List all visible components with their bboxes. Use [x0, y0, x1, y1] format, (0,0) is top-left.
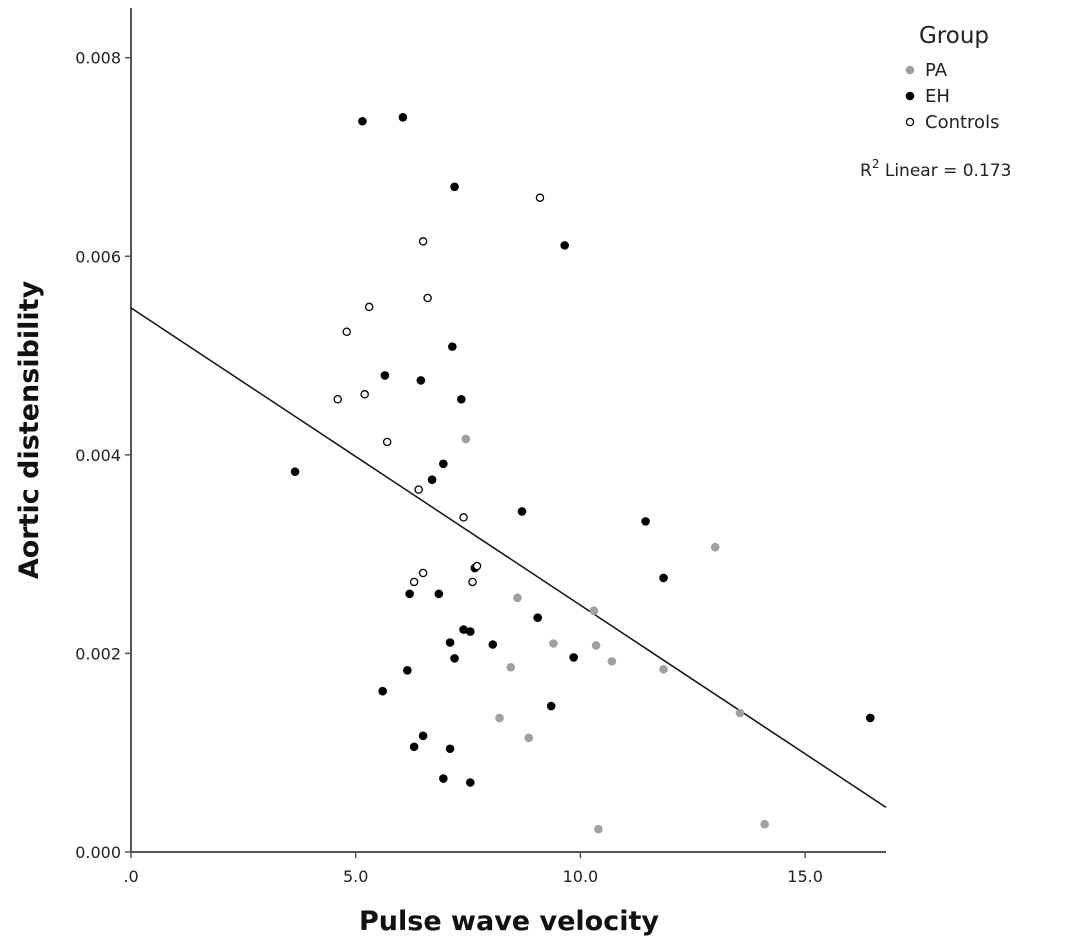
controls-point	[459, 513, 468, 522]
r-squared-superscript: 2	[872, 157, 880, 171]
eh-point	[459, 625, 468, 634]
eh-point	[448, 342, 457, 351]
eh-point	[450, 182, 459, 192]
r-squared-annotation: R2 Linear = 0.173	[860, 157, 1011, 181]
y-axis-ticks: 0.000 0.002 0.004 0.006 0.008	[75, 49, 131, 862]
controls-point	[333, 395, 342, 404]
eh-point	[418, 731, 428, 741]
pa-point	[589, 606, 599, 616]
x-axis-title: Pulse wave velocity	[359, 906, 659, 937]
legend-marker-eh	[905, 91, 915, 101]
eh-point	[560, 241, 569, 250]
x-tick-label: .0	[123, 867, 138, 886]
pa-point	[735, 708, 745, 718]
legend-title: Group	[919, 23, 989, 49]
pa-point	[594, 824, 603, 834]
eh-point	[445, 638, 455, 647]
controls-point	[364, 302, 374, 312]
controls-point	[535, 193, 545, 202]
y-tick-label: 0.002	[75, 644, 121, 663]
y-axis-title: Aortic distensibility	[14, 280, 45, 579]
controls-point	[418, 237, 428, 246]
pa-point	[659, 665, 668, 674]
eh-point	[546, 701, 556, 711]
eh-point	[466, 778, 475, 787]
controls-point	[472, 561, 482, 571]
eh-point	[517, 507, 527, 516]
eh-point	[641, 517, 650, 526]
data-points	[290, 112, 875, 834]
pa-point	[524, 733, 534, 743]
r-squared-base: R	[860, 161, 872, 181]
controls-point	[409, 577, 419, 587]
r-squared-value: Linear = 0.173	[879, 161, 1011, 181]
fit-line-layer	[130, 307, 887, 808]
y-tick-label: 0.000	[75, 843, 121, 862]
legend-label-eh: EH	[925, 86, 950, 107]
pa-point	[710, 542, 720, 552]
pa-point	[760, 819, 769, 829]
pa-point	[591, 641, 601, 650]
pa-point	[461, 434, 471, 444]
eh-point	[439, 459, 448, 469]
eh-point	[439, 774, 448, 783]
pa-point	[495, 713, 504, 723]
x-tick-label: 5.0	[343, 867, 368, 886]
eh-point	[488, 640, 498, 649]
eh-point	[466, 627, 475, 636]
controls-point	[468, 577, 477, 587]
eh-point	[409, 742, 419, 752]
pa-point	[607, 657, 617, 666]
eh-point	[569, 653, 578, 662]
controls-point	[418, 568, 428, 578]
eh-point	[290, 467, 300, 477]
x-tick-label: 15.0	[787, 867, 823, 886]
eh-point	[427, 475, 437, 484]
eh-point	[403, 666, 412, 675]
x-axis-ticks: .0 5.0 10.0 15.0	[123, 852, 823, 886]
controls-point	[360, 390, 369, 399]
pa-point	[506, 663, 516, 672]
eh-point	[378, 686, 387, 696]
controls-point	[382, 437, 392, 447]
legend-label-pa: PA	[925, 60, 948, 81]
eh-point	[659, 573, 668, 583]
eh-point	[865, 713, 875, 723]
linear-fit-line	[130, 307, 887, 808]
eh-point	[358, 116, 367, 126]
legend-marker-pa	[905, 65, 915, 75]
eh-point	[457, 394, 466, 404]
eh-point	[416, 376, 426, 385]
eh-point	[450, 654, 459, 663]
y-tick-label: 0.004	[75, 446, 121, 465]
eh-point	[398, 112, 408, 122]
y-tick-label: 0.008	[75, 49, 121, 68]
controls-point	[414, 485, 423, 494]
legend: Group PA EH Controls	[905, 23, 999, 133]
eh-point	[445, 744, 455, 754]
eh-point	[533, 613, 543, 622]
y-tick-label: 0.006	[75, 247, 121, 266]
legend-label-controls: Controls	[925, 112, 999, 133]
x-tick-label: 10.0	[563, 867, 599, 886]
pa-point	[549, 639, 558, 648]
legend-marker-controls	[905, 117, 915, 127]
legend-entries: PA EH Controls	[905, 60, 999, 133]
eh-point	[434, 589, 444, 599]
eh-point	[405, 589, 414, 599]
pa-point	[513, 593, 522, 603]
controls-point	[423, 293, 432, 303]
controls-point	[342, 327, 351, 336]
axes	[130, 8, 886, 853]
eh-point	[380, 371, 390, 380]
